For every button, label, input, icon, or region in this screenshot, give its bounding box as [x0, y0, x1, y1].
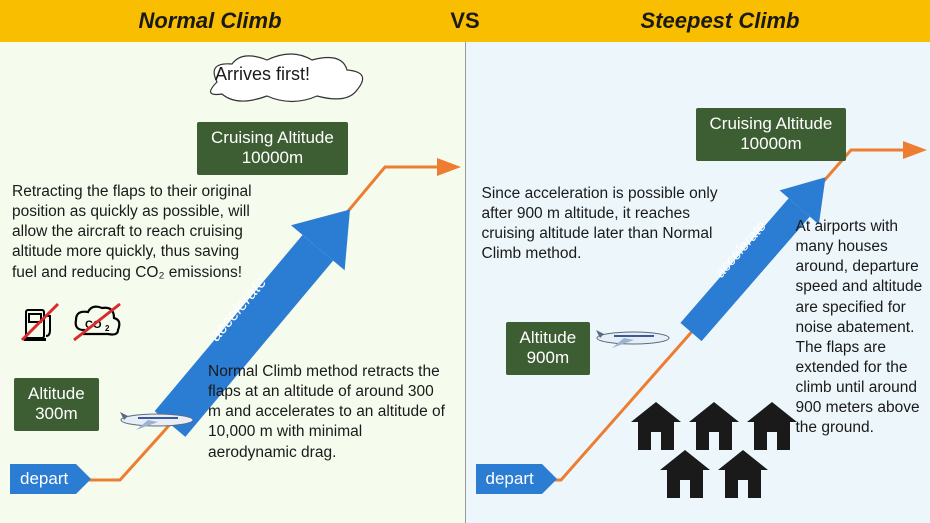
co2-icon: CO 2	[70, 300, 124, 344]
airplane-icon	[594, 322, 672, 350]
arrives-cloud: Arrives first!	[215, 64, 310, 85]
airplane-icon	[118, 404, 196, 432]
header-left-title: Normal Climb	[0, 0, 420, 42]
altitude-box: Altitude 900m	[506, 322, 591, 375]
panel-normal-climb: accelerate Arrives first! Cruising Altit…	[0, 42, 466, 523]
header-bar: Normal Climb VS Steepest Climb	[0, 0, 930, 42]
body-text-2: Normal Climb method retracts the flaps a…	[208, 362, 448, 463]
cloud-text: Arrives first!	[215, 64, 310, 84]
depart-arrow: depart	[476, 464, 542, 494]
cruise-altitude-box: Cruising Altitude 10000m	[197, 122, 348, 175]
eco-icons: CO 2	[18, 300, 124, 344]
fuel-icon	[18, 300, 62, 344]
header-right-title: Steepest Climb	[510, 0, 930, 42]
body-text-2: At airports with many houses around, dep…	[796, 217, 926, 439]
altitude-box: Altitude 300m	[14, 378, 99, 431]
panels-container: accelerate Arrives first! Cruising Altit…	[0, 42, 930, 523]
panel-steepest-climb: accelerate Cruising Altitude 10000m Sinc…	[466, 42, 930, 523]
body-text-1: Since acceleration is possible only afte…	[482, 184, 722, 265]
cruise-altitude-box: Cruising Altitude 10000m	[696, 108, 847, 161]
depart-arrow: depart	[10, 464, 76, 494]
body-text-1: Retracting the flaps to their original p…	[12, 182, 262, 283]
houses-icon	[631, 402, 801, 502]
svg-text:2: 2	[105, 324, 110, 333]
header-vs: VS	[420, 0, 510, 42]
